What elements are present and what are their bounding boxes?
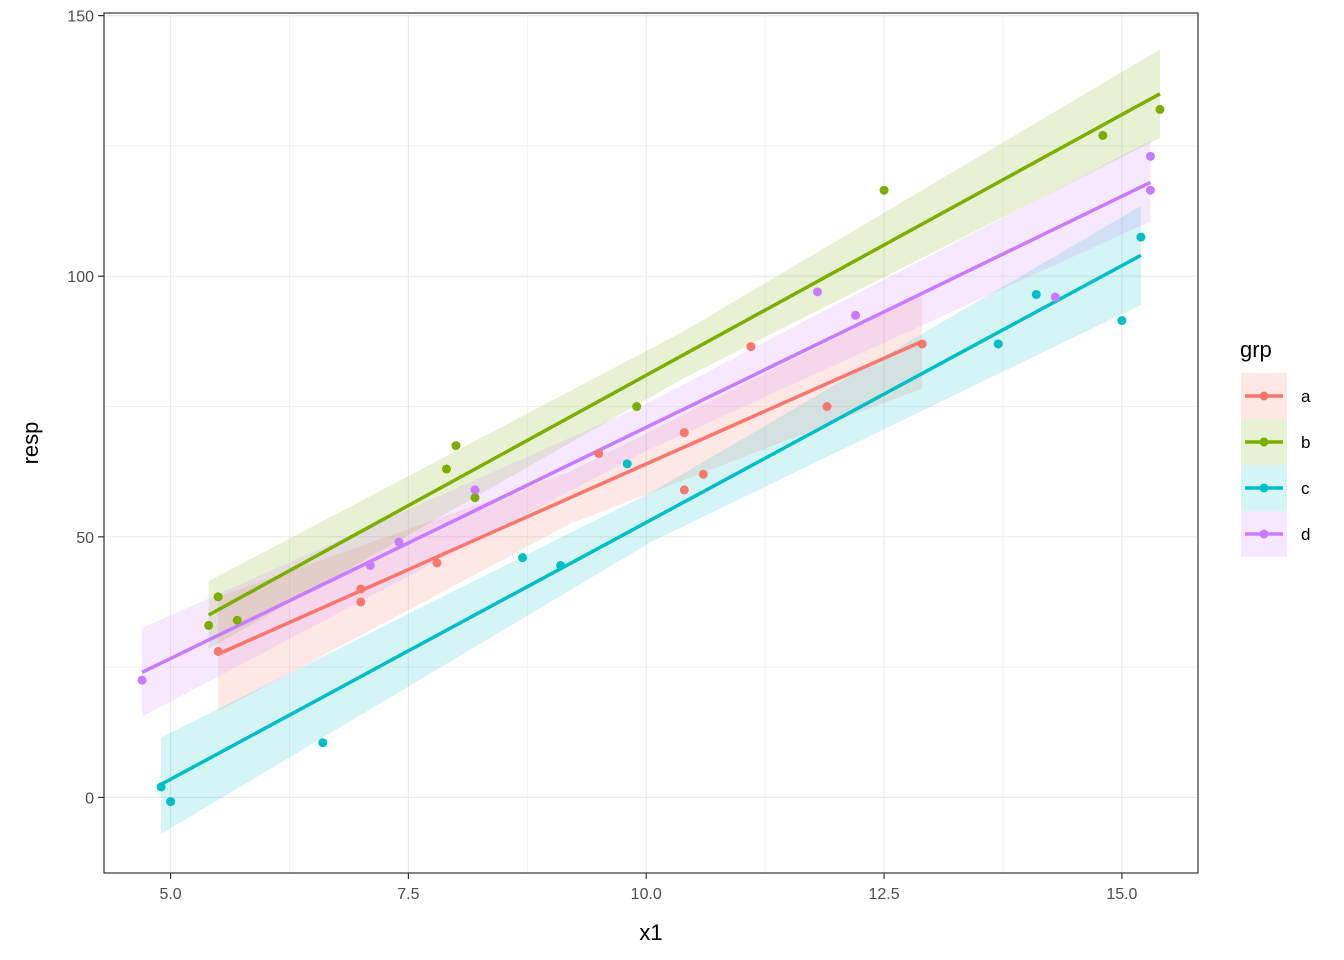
point-c: [518, 553, 528, 563]
point-c: [993, 339, 1003, 349]
point-c: [1136, 232, 1146, 242]
point-a: [917, 339, 927, 349]
point-a: [679, 485, 689, 495]
panel-border: [103, 12, 1199, 874]
grid-major: [104, 13, 1198, 873]
point-a: [679, 428, 689, 438]
legend-label: a: [1301, 387, 1311, 406]
legend-item-a: a: [1241, 373, 1311, 419]
point-c: [318, 738, 328, 748]
y-tick-label: 0: [85, 790, 94, 807]
legend-item-b: b: [1241, 419, 1310, 465]
point-b: [470, 493, 480, 503]
legend-item-c: c: [1241, 465, 1310, 511]
point-d: [137, 675, 147, 685]
legend-item-d: d: [1241, 511, 1310, 557]
x-tick-label: 10.0: [631, 886, 662, 903]
x-tick-label: 7.5: [397, 886, 419, 903]
point-c: [156, 782, 166, 792]
legend-label: d: [1301, 525, 1310, 544]
legend: grp a b c d: [1240, 337, 1311, 557]
point-d: [365, 560, 375, 570]
x-axis-title: x1: [639, 920, 662, 945]
x-tick-label: 12.5: [868, 886, 899, 903]
fit-line-d: [141, 180, 1152, 674]
y-tick-label: 100: [67, 269, 94, 286]
point-d: [1050, 292, 1060, 302]
point-d: [394, 537, 404, 547]
x-tick-label: 15.0: [1106, 886, 1137, 903]
point-b: [204, 620, 214, 630]
grid-minor: [104, 13, 1198, 873]
y-axis: 0 50 100 150: [67, 9, 104, 807]
x-tick-label: 5.0: [159, 886, 181, 903]
point-a: [356, 597, 366, 607]
point-c: [1117, 316, 1127, 326]
band-a: [218, 294, 923, 712]
point-b: [232, 615, 242, 625]
point-d: [812, 287, 822, 297]
band-b: [208, 49, 1160, 649]
fit-line-c: [160, 253, 1142, 786]
point-b: [213, 592, 223, 602]
point-b: [879, 185, 889, 195]
point-c: [622, 459, 632, 469]
point-a: [213, 646, 223, 656]
fit-line-b: [207, 92, 1161, 617]
point-d: [470, 485, 480, 495]
point-c: [166, 797, 176, 807]
legend-key-point: [1259, 391, 1269, 401]
fit-lines: [141, 92, 1161, 786]
point-b: [632, 402, 642, 412]
point-b: [1098, 130, 1108, 140]
legend-key-point: [1259, 437, 1269, 447]
point-d: [851, 310, 861, 320]
point-a: [822, 402, 832, 412]
point-a: [698, 469, 708, 479]
legend-label: b: [1301, 433, 1310, 452]
legend-label: c: [1301, 479, 1310, 498]
y-tick-label: 50: [76, 530, 94, 547]
plot-panel: [103, 12, 1199, 874]
point-b: [1155, 104, 1165, 114]
point-b: [451, 441, 461, 451]
point-b: [441, 464, 451, 474]
point-d: [1145, 185, 1155, 195]
y-axis-title: resp: [18, 422, 43, 465]
point-c: [1031, 289, 1041, 299]
data-points: [137, 104, 1165, 807]
point-a: [356, 584, 366, 594]
legend-key-point: [1259, 529, 1269, 539]
fit-line-a: [217, 339, 923, 656]
legend-title: grp: [1240, 337, 1272, 362]
point-a: [594, 448, 604, 458]
point-a: [432, 558, 442, 568]
legend-key-point: [1259, 483, 1269, 493]
point-a: [746, 342, 756, 352]
y-tick-label: 150: [67, 9, 94, 26]
point-c: [556, 560, 566, 570]
x-axis: 5.0 7.5 10.0 12.5 15.0: [159, 873, 1138, 903]
point-d: [1145, 151, 1155, 161]
